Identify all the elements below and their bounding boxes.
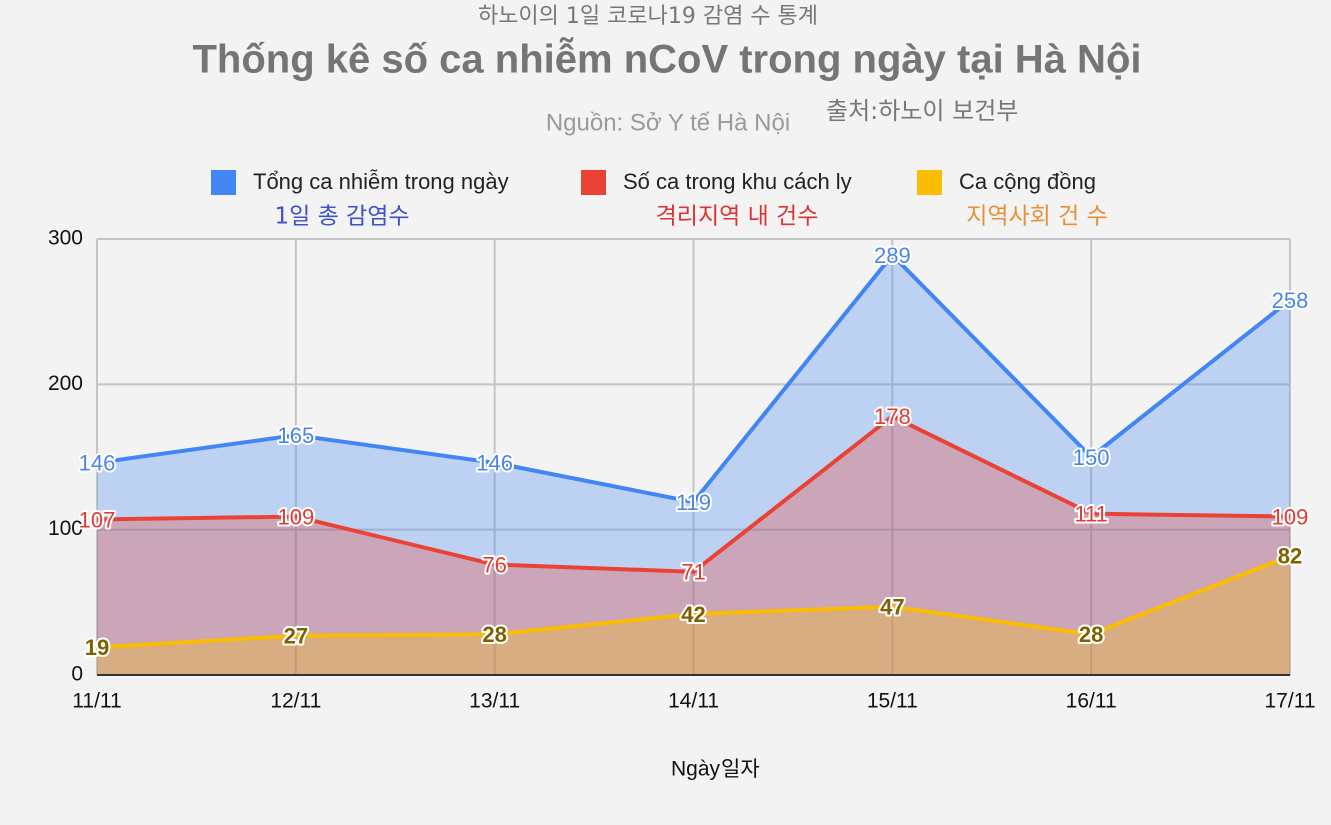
data-label: 165: [277, 423, 314, 448]
chart-subtitle: Nguồn: Sở Y tế Hà Nội: [546, 109, 790, 136]
x-tick-label: 12/11: [270, 690, 321, 713]
x-axis-label: Ngày: [671, 758, 721, 781]
data-label: 71: [681, 560, 705, 585]
data-label: 146: [476, 451, 513, 476]
legend-swatch: [581, 170, 606, 195]
area: [97, 254, 1290, 675]
legend-label: Tổng ca nhiễm trong ngày: [253, 169, 509, 194]
x-tick-label: 17/11: [1265, 690, 1316, 713]
x-tick-label: 11/11: [72, 690, 121, 713]
y-tick-label: 200: [48, 372, 83, 395]
x-tick-label: 13/11: [469, 690, 520, 713]
x-axis-label-ko: 일자: [721, 757, 760, 781]
chart-title: Thống kê số ca nhiễm nCoV trong ngày tại…: [193, 36, 1142, 82]
line: [96, 252, 1292, 505]
chart-title-ko: 하노이의 1일 코로나19 감염 수 통계: [478, 4, 818, 29]
data-label: 178: [874, 404, 911, 429]
x-tick-label: 16/11: [1066, 690, 1117, 713]
data-label: 111: [1074, 501, 1107, 526]
area: [97, 416, 1290, 675]
data-label: 27: [284, 624, 308, 649]
data-label: 258: [1272, 288, 1309, 313]
legend-label: Số ca trong khu cách ly: [623, 169, 852, 194]
y-tick-label: 0: [71, 663, 83, 686]
legend-label: Ca cộng đồng: [959, 169, 1096, 194]
data-label: 119: [676, 490, 711, 515]
data-label: 76: [482, 552, 506, 577]
data-label: 109: [1272, 504, 1309, 529]
y-tick-label: 100: [48, 517, 83, 540]
data-label: 47: [880, 595, 904, 620]
chart-subtitle-ko: 출처:하노이 보건부: [826, 97, 1018, 125]
data-label: 107: [79, 507, 116, 532]
data-label: 42: [681, 602, 705, 627]
data-label: 109: [277, 504, 314, 529]
data-label: 19: [85, 635, 109, 660]
legend-label-ko: 지역사회 건 수: [966, 204, 1108, 230]
legend-label-ko: 1일 총 감염수: [274, 204, 409, 230]
line: [96, 553, 1291, 650]
line: [96, 414, 1291, 574]
data-label: 82: [1278, 544, 1302, 569]
data-label: 146: [79, 451, 116, 476]
data-label: 28: [1079, 622, 1103, 647]
data-label: 150: [1073, 445, 1110, 470]
legend-swatch: [211, 170, 236, 195]
y-tick-label: 300: [48, 227, 83, 250]
data-label: 289: [874, 243, 911, 268]
data-label: 28: [482, 622, 506, 647]
legend-label-ko: 격리지역 내 건수: [656, 204, 819, 230]
x-tick-label: 15/11: [867, 690, 918, 713]
x-tick-label: 14/11: [668, 690, 719, 713]
legend-swatch: [917, 170, 942, 195]
